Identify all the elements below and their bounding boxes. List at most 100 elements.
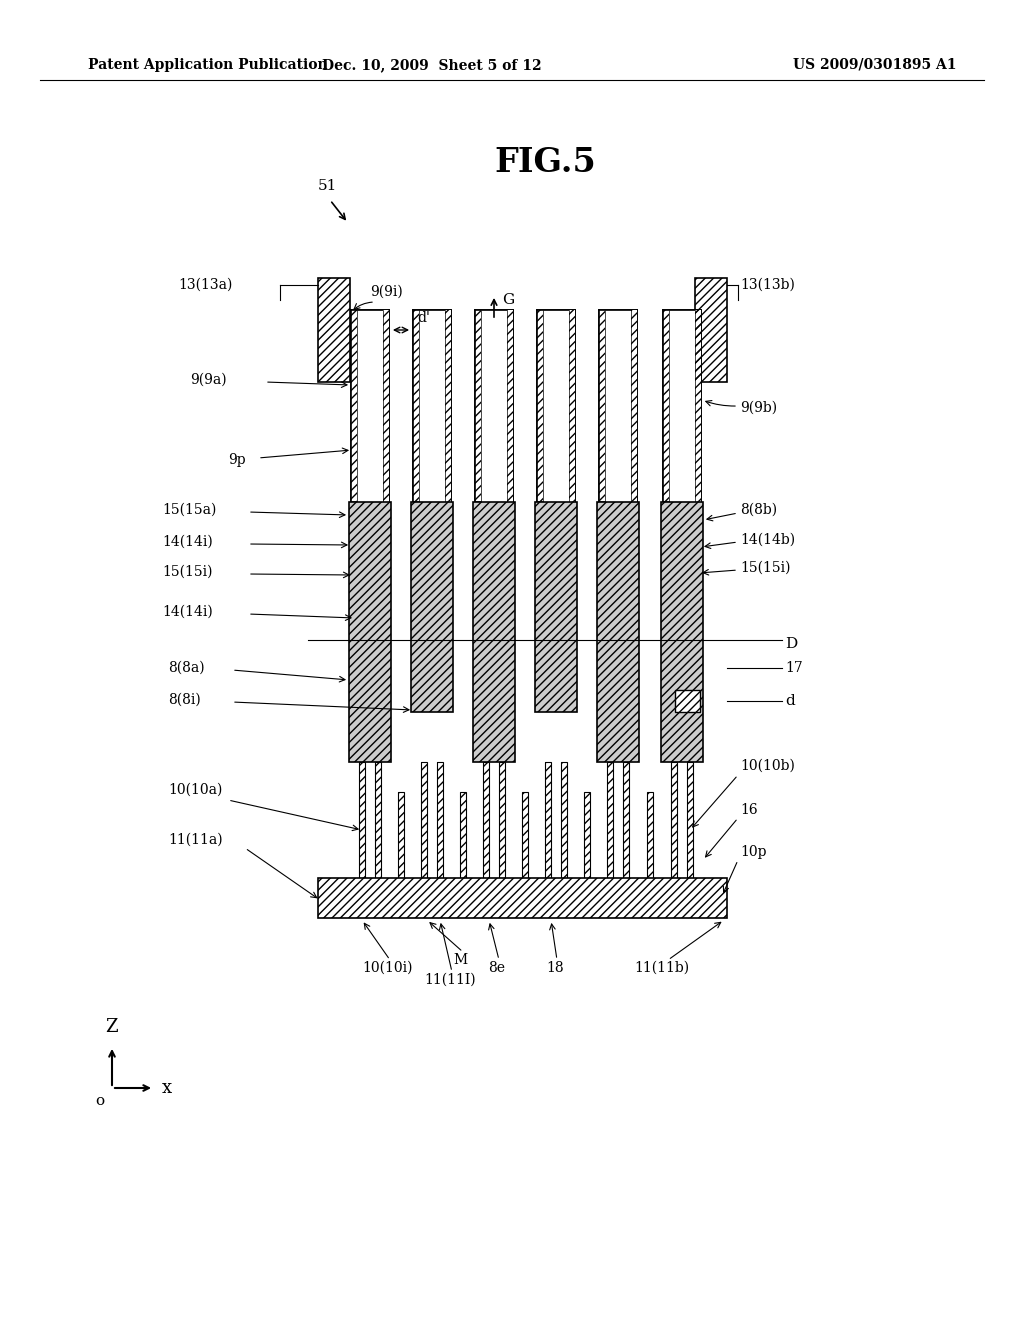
Bar <box>375 762 381 878</box>
Bar <box>421 762 427 878</box>
Bar <box>537 310 575 502</box>
Bar <box>483 762 489 878</box>
Text: 14(14i): 14(14i) <box>162 535 213 549</box>
Bar <box>413 310 419 502</box>
Bar <box>607 762 613 878</box>
Bar <box>584 792 590 878</box>
Bar <box>671 762 677 878</box>
Bar <box>569 310 575 502</box>
Bar <box>599 310 605 502</box>
Text: 13(13a): 13(13a) <box>178 279 232 292</box>
Bar <box>445 310 451 502</box>
Bar <box>475 310 481 502</box>
Bar <box>623 762 629 878</box>
Bar <box>357 310 383 502</box>
Text: 15(15i): 15(15i) <box>162 565 213 579</box>
Bar <box>663 310 701 502</box>
Text: 9(9b): 9(9b) <box>740 401 777 414</box>
Text: 10(10a): 10(10a) <box>168 783 222 797</box>
Text: 8(8b): 8(8b) <box>740 503 777 517</box>
Bar <box>359 762 365 878</box>
Bar <box>437 762 443 878</box>
Bar <box>663 310 669 502</box>
Bar <box>437 762 443 878</box>
Bar <box>507 310 513 502</box>
Bar <box>669 310 695 502</box>
Text: M: M <box>453 953 467 968</box>
Text: 10(10b): 10(10b) <box>740 759 795 774</box>
Bar <box>499 762 505 878</box>
Bar <box>351 310 389 502</box>
Bar <box>599 310 605 502</box>
Text: o: o <box>95 1094 104 1107</box>
Text: FIG.5: FIG.5 <box>495 145 596 178</box>
Text: Patent Application Publication: Patent Application Publication <box>88 58 328 73</box>
Text: d': d' <box>417 312 430 325</box>
Bar <box>351 310 357 502</box>
Bar <box>413 310 451 502</box>
Bar <box>599 310 637 502</box>
Text: Dec. 10, 2009  Sheet 5 of 12: Dec. 10, 2009 Sheet 5 of 12 <box>323 58 542 73</box>
Bar <box>473 502 515 762</box>
Bar <box>318 279 350 381</box>
Bar <box>398 792 404 878</box>
Bar <box>623 762 629 878</box>
Text: 18: 18 <box>546 961 564 975</box>
Bar <box>545 762 551 878</box>
Text: d: d <box>785 694 795 708</box>
Text: 8(8i): 8(8i) <box>168 693 201 708</box>
Text: 9(9i): 9(9i) <box>370 285 402 300</box>
Bar <box>597 502 639 762</box>
Bar <box>460 792 466 878</box>
Bar <box>569 310 575 502</box>
Bar <box>687 762 693 878</box>
Text: 15(15a): 15(15a) <box>162 503 216 517</box>
Text: 8(8a): 8(8a) <box>168 661 205 675</box>
Bar <box>695 279 727 381</box>
Bar <box>499 762 505 878</box>
Text: 14(14i): 14(14i) <box>162 605 213 619</box>
Text: 13(13b): 13(13b) <box>740 279 795 292</box>
Bar <box>543 310 569 502</box>
Bar <box>318 279 350 381</box>
Text: D: D <box>785 638 798 651</box>
Bar <box>359 762 365 878</box>
Text: 51: 51 <box>318 180 337 193</box>
Bar <box>545 762 551 878</box>
Bar <box>687 762 693 878</box>
Bar <box>675 690 700 711</box>
Bar <box>663 310 669 502</box>
Bar <box>483 762 489 878</box>
Bar <box>695 279 727 381</box>
Text: 15(15i): 15(15i) <box>740 561 791 576</box>
Bar <box>561 762 567 878</box>
Text: 16: 16 <box>740 803 758 817</box>
Text: 11(11b): 11(11b) <box>635 961 689 975</box>
Text: 11(11I): 11(11I) <box>424 973 476 987</box>
Bar <box>460 792 466 878</box>
Bar <box>413 310 419 502</box>
Bar <box>597 502 639 762</box>
Text: 14(14b): 14(14b) <box>740 533 795 546</box>
Text: G: G <box>502 293 514 308</box>
Bar <box>507 310 513 502</box>
Text: 11(11a): 11(11a) <box>168 833 222 847</box>
Text: 17: 17 <box>785 661 803 675</box>
Bar <box>473 502 515 762</box>
Bar <box>375 762 381 878</box>
Text: 9(9a): 9(9a) <box>190 374 226 387</box>
Bar <box>481 310 507 502</box>
Bar <box>647 792 653 878</box>
Bar <box>662 502 703 762</box>
Bar <box>475 310 481 502</box>
Bar <box>535 502 577 711</box>
Bar <box>351 310 357 502</box>
Bar <box>475 310 513 502</box>
Text: 10(10i): 10(10i) <box>362 961 414 975</box>
Bar <box>695 310 701 502</box>
Text: Z: Z <box>105 1018 119 1036</box>
Text: x: x <box>162 1078 172 1097</box>
Bar <box>522 792 528 878</box>
Bar <box>671 762 677 878</box>
Bar <box>647 792 653 878</box>
